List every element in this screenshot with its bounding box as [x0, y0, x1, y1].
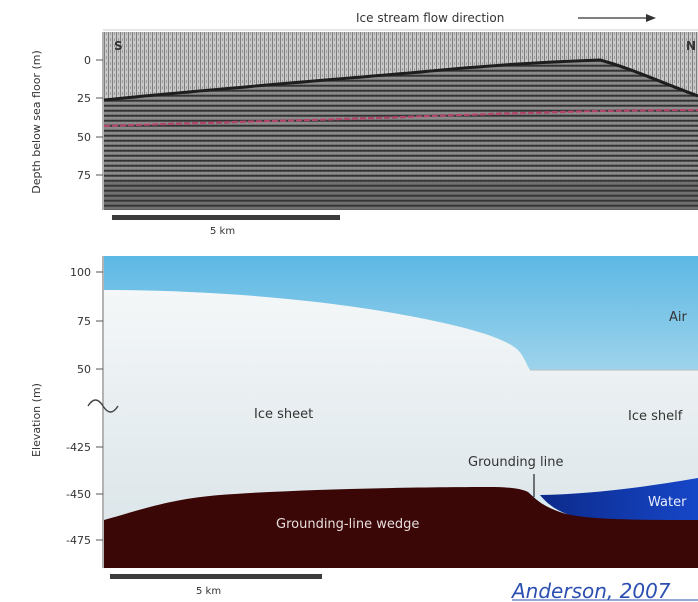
svg-text:50: 50: [77, 131, 91, 144]
axis-break-icon: [87, 399, 119, 413]
corner-label-right: N: [686, 39, 696, 53]
bottom-scale-label: 5 km: [196, 586, 221, 597]
seismic-lower-band: [104, 180, 698, 210]
grounding-line-wedge: [104, 487, 698, 568]
top-y-axis-title: Depth below sea floor (m): [30, 50, 43, 193]
bottom-y-tick-3: -425: [66, 441, 103, 454]
svg-text:-425: -425: [66, 441, 91, 454]
bottom-y-tick-0: 100: [70, 266, 103, 279]
bottom-y-tick-5: -475: [66, 534, 103, 547]
ice-shelf-label: Ice shelf: [628, 409, 683, 424]
corner-label-left: S: [114, 39, 123, 53]
wedge-label: Grounding-line wedge: [276, 517, 419, 532]
seismic-panel: Ice stream flow direction S N 0 25 50: [30, 11, 698, 237]
flow-arrow-icon: [578, 14, 656, 22]
air-label: Air: [669, 310, 688, 325]
ice-sheet-body: [104, 290, 698, 520]
svg-text:25: 25: [77, 92, 91, 105]
bottom-y-tick-1: 75: [77, 315, 103, 328]
water-region: [540, 478, 698, 520]
svg-text:100: 100: [70, 266, 91, 279]
svg-text:75: 75: [77, 315, 91, 328]
svg-text:-450: -450: [66, 488, 91, 501]
sea-floor-reflector: [103, 58, 698, 102]
flow-direction-label: Ice stream flow direction: [356, 11, 504, 25]
top-y-tick-1: 25: [77, 92, 103, 105]
bottom-y-tick-4: -450: [66, 488, 103, 501]
top-scale-bar: [112, 215, 340, 220]
svg-text:50: 50: [77, 363, 91, 376]
top-scale-label: 5 km: [210, 226, 235, 237]
bottom-y-axis-title: Elevation (m): [30, 383, 43, 457]
top-y-tick-0: 0: [84, 54, 103, 67]
schematic-panel: Air Ice sheet Ice shelf Grounding line W…: [30, 256, 698, 597]
svg-text:75: 75: [77, 169, 91, 182]
ice-sheet-label: Ice sheet: [254, 407, 313, 422]
seismic-sediment-layers: [104, 60, 698, 210]
top-y-tick-3: 75: [77, 169, 103, 182]
top-y-tick-2: 50: [77, 131, 103, 144]
credit-label: Anderson, 2007: [510, 579, 671, 602]
base-reflector: [103, 108, 698, 128]
bottom-scale-bar: [110, 574, 322, 579]
bottom-y-tick-2: 50: [77, 363, 103, 376]
svg-text:-475: -475: [66, 534, 91, 547]
water-label: Water: [648, 495, 687, 510]
svg-text:0: 0: [84, 54, 91, 67]
grounding-line-label: Grounding line: [468, 455, 564, 470]
